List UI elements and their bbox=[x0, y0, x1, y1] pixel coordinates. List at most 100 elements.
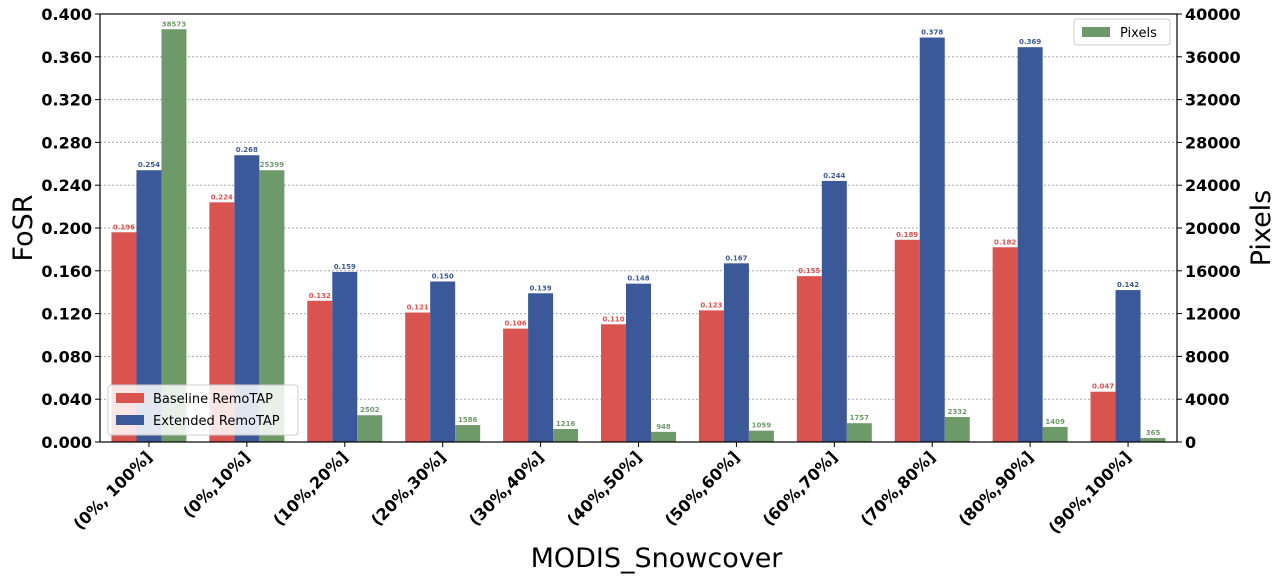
right-tick-label: 40000 bbox=[1185, 5, 1241, 24]
x-tick-label: (30%,40%] bbox=[465, 447, 547, 529]
bar-pixels bbox=[1140, 438, 1166, 442]
value-label-baseline: 0.047 bbox=[1092, 383, 1114, 391]
right-tick-label: 8000 bbox=[1185, 347, 1230, 366]
bar-baseline bbox=[1090, 391, 1116, 442]
legend-frame bbox=[107, 384, 299, 436]
value-label-baseline: 0.189 bbox=[896, 231, 918, 239]
value-label-pixels: 38573 bbox=[162, 20, 186, 28]
value-label-baseline: 0.155 bbox=[798, 267, 820, 275]
bar-pixels bbox=[651, 431, 676, 442]
x-tick-label: (0%, 100%] bbox=[70, 447, 156, 533]
legend-label-pixels: Pixels bbox=[1120, 26, 1157, 41]
value-label-extended: 0.268 bbox=[236, 146, 258, 154]
bar-baseline bbox=[992, 247, 1018, 442]
left-y-axis: 0.000 0.040 0.080 0.120 0.160 0.200 0.240 0.280… bbox=[41, 5, 100, 452]
value-label-pixels: 1409 bbox=[1045, 418, 1065, 426]
bar-pixels bbox=[944, 417, 970, 442]
right-tick-label: 20000 bbox=[1185, 219, 1241, 238]
legend-swatch-extended bbox=[116, 415, 144, 425]
value-label-pixels: 948 bbox=[656, 423, 671, 431]
x-tick-label: (0%,10%] bbox=[179, 447, 253, 521]
left-axis-title: FoSR bbox=[8, 195, 39, 262]
bar-baseline bbox=[307, 300, 333, 442]
value-label-pixels: 25399 bbox=[260, 161, 284, 169]
bar-extended bbox=[821, 180, 847, 443]
value-label-pixels: 1216 bbox=[556, 420, 576, 428]
value-label-extended: 0.159 bbox=[334, 263, 356, 271]
right-tick-label: 24000 bbox=[1185, 176, 1241, 195]
value-label-pixels: 2332 bbox=[947, 408, 967, 416]
bar-baseline bbox=[796, 276, 822, 442]
bar-baseline bbox=[894, 239, 920, 442]
x-tick-label: (60%,70%] bbox=[759, 447, 841, 529]
left-tick-label: 0.040 bbox=[41, 390, 92, 409]
value-label-extended: 0.148 bbox=[627, 275, 649, 283]
left-tick-label: 0.160 bbox=[41, 262, 92, 281]
value-label-extended: 0.378 bbox=[921, 29, 943, 37]
right-tick-label: 28000 bbox=[1185, 133, 1241, 152]
bar-extended bbox=[528, 293, 554, 442]
right-tick-label: 36000 bbox=[1185, 48, 1241, 67]
legend-swatch-pixels bbox=[1082, 27, 1110, 37]
x-tick-label: (50%,60%] bbox=[661, 447, 743, 529]
left-tick-label: 0.360 bbox=[41, 48, 92, 67]
value-label-baseline: 0.182 bbox=[994, 238, 1016, 246]
left-tick-label: 0.400 bbox=[41, 5, 92, 24]
right-tick-label: 4000 bbox=[1185, 390, 1230, 409]
bar-value-labels: 0.196 0.224 0.132 0.121 0.106 0.110 0.123 0.155… bbox=[113, 20, 1161, 437]
bar-pixels bbox=[846, 423, 872, 442]
right-y-axis: 0 4000 8000 12000 16000 20000 24000 28000 32000 3… bbox=[1177, 5, 1241, 452]
value-label-pixels: 1757 bbox=[850, 414, 870, 422]
x-axis-title: MODIS_Snowcover bbox=[531, 543, 784, 574]
value-label-pixels: 2502 bbox=[360, 406, 380, 414]
left-tick-label: 0.080 bbox=[41, 347, 92, 366]
left-tick-label: 0.120 bbox=[41, 305, 92, 324]
bar-extended bbox=[626, 283, 651, 442]
x-axis: (0%, 100%] (0%,10%] (10%,20%] (20%,30%] (30%… bbox=[70, 442, 1135, 538]
bar-pixels bbox=[748, 430, 774, 442]
value-label-extended: 0.167 bbox=[725, 254, 747, 262]
value-label-extended: 0.150 bbox=[432, 273, 454, 281]
value-label-extended: 0.369 bbox=[1019, 38, 1041, 46]
left-tick-label: 0.280 bbox=[41, 133, 92, 152]
legend-pixels: Pixels bbox=[1073, 18, 1171, 46]
value-label-baseline: 0.110 bbox=[602, 315, 624, 323]
bar-baseline bbox=[698, 310, 724, 442]
bar-extended bbox=[332, 271, 358, 442]
bar-extended bbox=[1115, 290, 1141, 442]
x-tick-label: (70%,80%] bbox=[857, 447, 939, 529]
bar-extended bbox=[1017, 47, 1043, 443]
value-label-baseline: 0.132 bbox=[309, 292, 331, 300]
x-tick-label: (40%,50%] bbox=[563, 447, 645, 529]
bar-baseline bbox=[601, 324, 626, 442]
bar-extended bbox=[919, 37, 945, 442]
left-tick-label: 0.320 bbox=[41, 91, 92, 110]
right-tick-label: 0 bbox=[1185, 433, 1196, 452]
bar-baseline bbox=[405, 312, 431, 442]
bar-pixels bbox=[357, 415, 383, 442]
value-label-pixels: 1586 bbox=[458, 416, 478, 424]
legend-swatch-baseline bbox=[116, 393, 144, 403]
bar-pixels bbox=[455, 425, 481, 442]
legend-frame bbox=[1073, 18, 1171, 46]
right-tick-label: 32000 bbox=[1185, 91, 1241, 110]
value-label-extended: 0.244 bbox=[823, 172, 845, 180]
value-label-pixels: 365 bbox=[1146, 429, 1161, 437]
bar-pixels bbox=[1042, 426, 1068, 442]
left-tick-label: 0.240 bbox=[41, 176, 92, 195]
right-tick-label: 12000 bbox=[1185, 305, 1241, 324]
bar-baseline bbox=[503, 328, 529, 442]
value-label-baseline: 0.196 bbox=[113, 223, 135, 231]
value-label-extended: 0.142 bbox=[1117, 281, 1139, 289]
x-tick-label: (90%,100%] bbox=[1045, 447, 1135, 537]
value-label-extended: 0.254 bbox=[138, 161, 160, 169]
bar-pixels bbox=[553, 428, 579, 442]
x-tick-label: (10%,20%] bbox=[269, 447, 351, 529]
x-tick-label: (80%,90%] bbox=[955, 447, 1037, 529]
left-tick-label: 0.000 bbox=[41, 433, 92, 452]
value-label-baseline: 0.224 bbox=[211, 193, 233, 201]
value-label-baseline: 0.106 bbox=[505, 320, 527, 328]
bar-pixels bbox=[161, 29, 187, 443]
bar-extended bbox=[430, 281, 456, 442]
